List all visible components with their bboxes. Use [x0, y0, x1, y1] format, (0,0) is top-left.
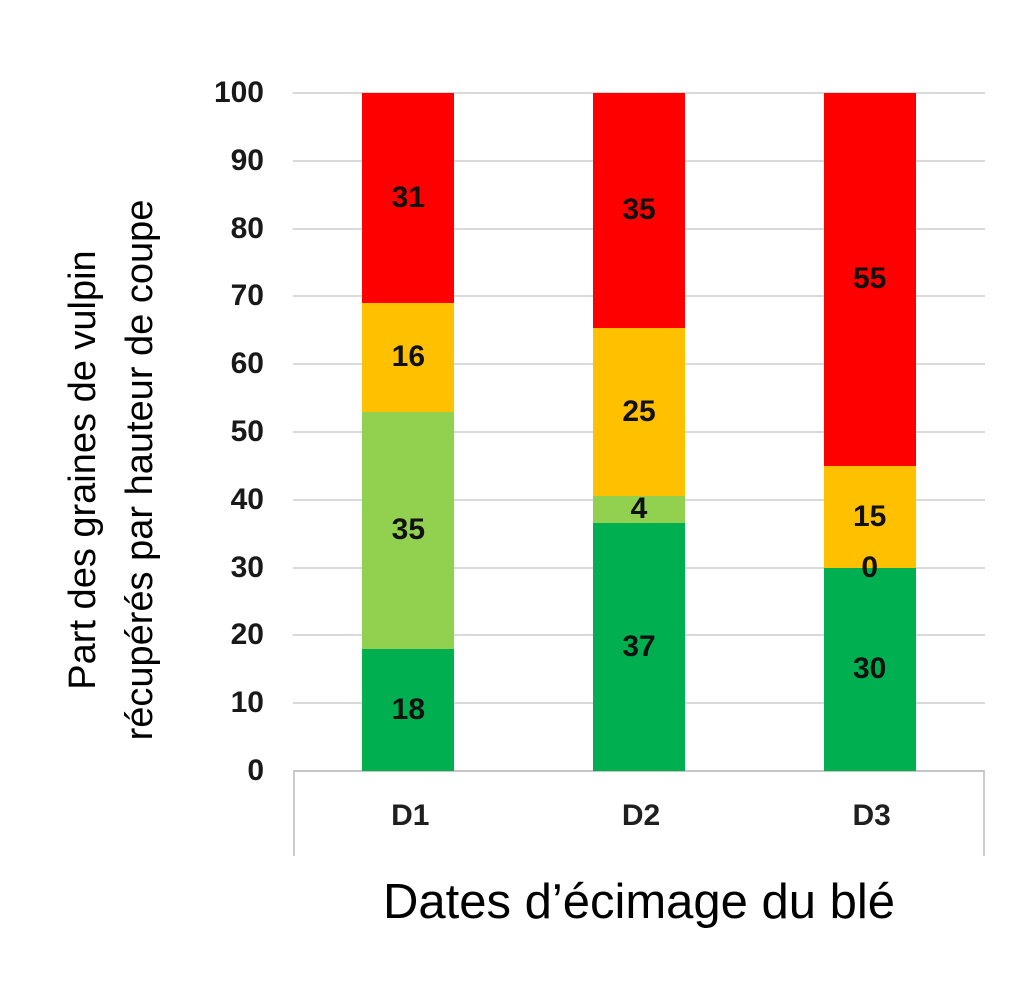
bar-segment-D1-segment-vert-fonce: 18 — [362, 648, 455, 771]
bar-segment-D1-segment-vert-clair: 35 — [362, 411, 455, 649]
plot-area: 31 16 35 18 35 25 4 37 55 15 0 30 — [293, 92, 985, 772]
y-axis-tick-label: 30 — [230, 550, 264, 584]
x-axis-category-label-D1: D1 — [391, 799, 430, 832]
y-axis-tick-label: 0 — [247, 754, 264, 787]
bar-segment-D1-segment-rouge: 31 — [362, 93, 455, 304]
y-axis-tick-label: 10 — [230, 686, 264, 720]
bar-segment-D2-segment-vert-fonce: 37 — [593, 522, 685, 771]
data-label: 35 — [391, 513, 426, 547]
y-axis-tick-label: 60 — [230, 347, 264, 381]
y-axis-tick-label: 100 — [213, 76, 264, 109]
x-axis-category-label-D2: D2 — [621, 799, 661, 832]
data-label: 25 — [622, 394, 656, 428]
x-axis-category-label-D3: D3 — [852, 799, 891, 832]
bar-segment-D2-segment-orange: 25 — [593, 327, 685, 496]
y-axis-tick-label: 80 — [230, 211, 264, 245]
data-label: 31 — [391, 181, 426, 215]
y-axis-tick-label: 50 — [230, 415, 264, 448]
bar-segment-D2-segment-rouge: 35 — [593, 93, 685, 328]
data-label: 30 — [852, 652, 887, 686]
data-label: 4 — [630, 492, 648, 526]
y-axis-tick-label: 90 — [230, 143, 264, 177]
bar-segment-D3-segment-orange: 15 — [823, 465, 916, 568]
bar-segment-D1-segment-orange: 16 — [362, 303, 455, 412]
y-axis-tick-label: 70 — [230, 279, 264, 313]
bar-D2: 35 25 4 37 — [593, 93, 685, 771]
bar-D3: 55 15 0 30 — [823, 93, 916, 771]
bar-D1: 31 16 35 18 — [362, 93, 455, 771]
data-label: 16 — [391, 340, 426, 374]
y-axis-tick-label: 20 — [230, 618, 264, 652]
data-label: 37 — [622, 629, 656, 663]
data-label: 18 — [391, 692, 426, 726]
data-label: 15 — [852, 499, 887, 533]
x-axis-title: Dates d’écimage du blé — [382, 875, 896, 929]
bar-segment-D2-segment-vert-clair: 4 — [593, 492, 685, 526]
bar-segment-D3-segment-vert-fonce: 30 — [823, 567, 916, 771]
y-axis-tick-label: 40 — [230, 482, 264, 516]
data-label: 0 — [861, 550, 878, 584]
category-axis-box: D1 D2 D3 — [293, 770, 985, 856]
data-label: 35 — [622, 193, 656, 227]
bar-segment-D3-segment-rouge: 55 — [823, 93, 916, 466]
y-axis-title-line1: Part des graines de vulpin — [62, 250, 104, 690]
data-label: 55 — [852, 262, 887, 296]
